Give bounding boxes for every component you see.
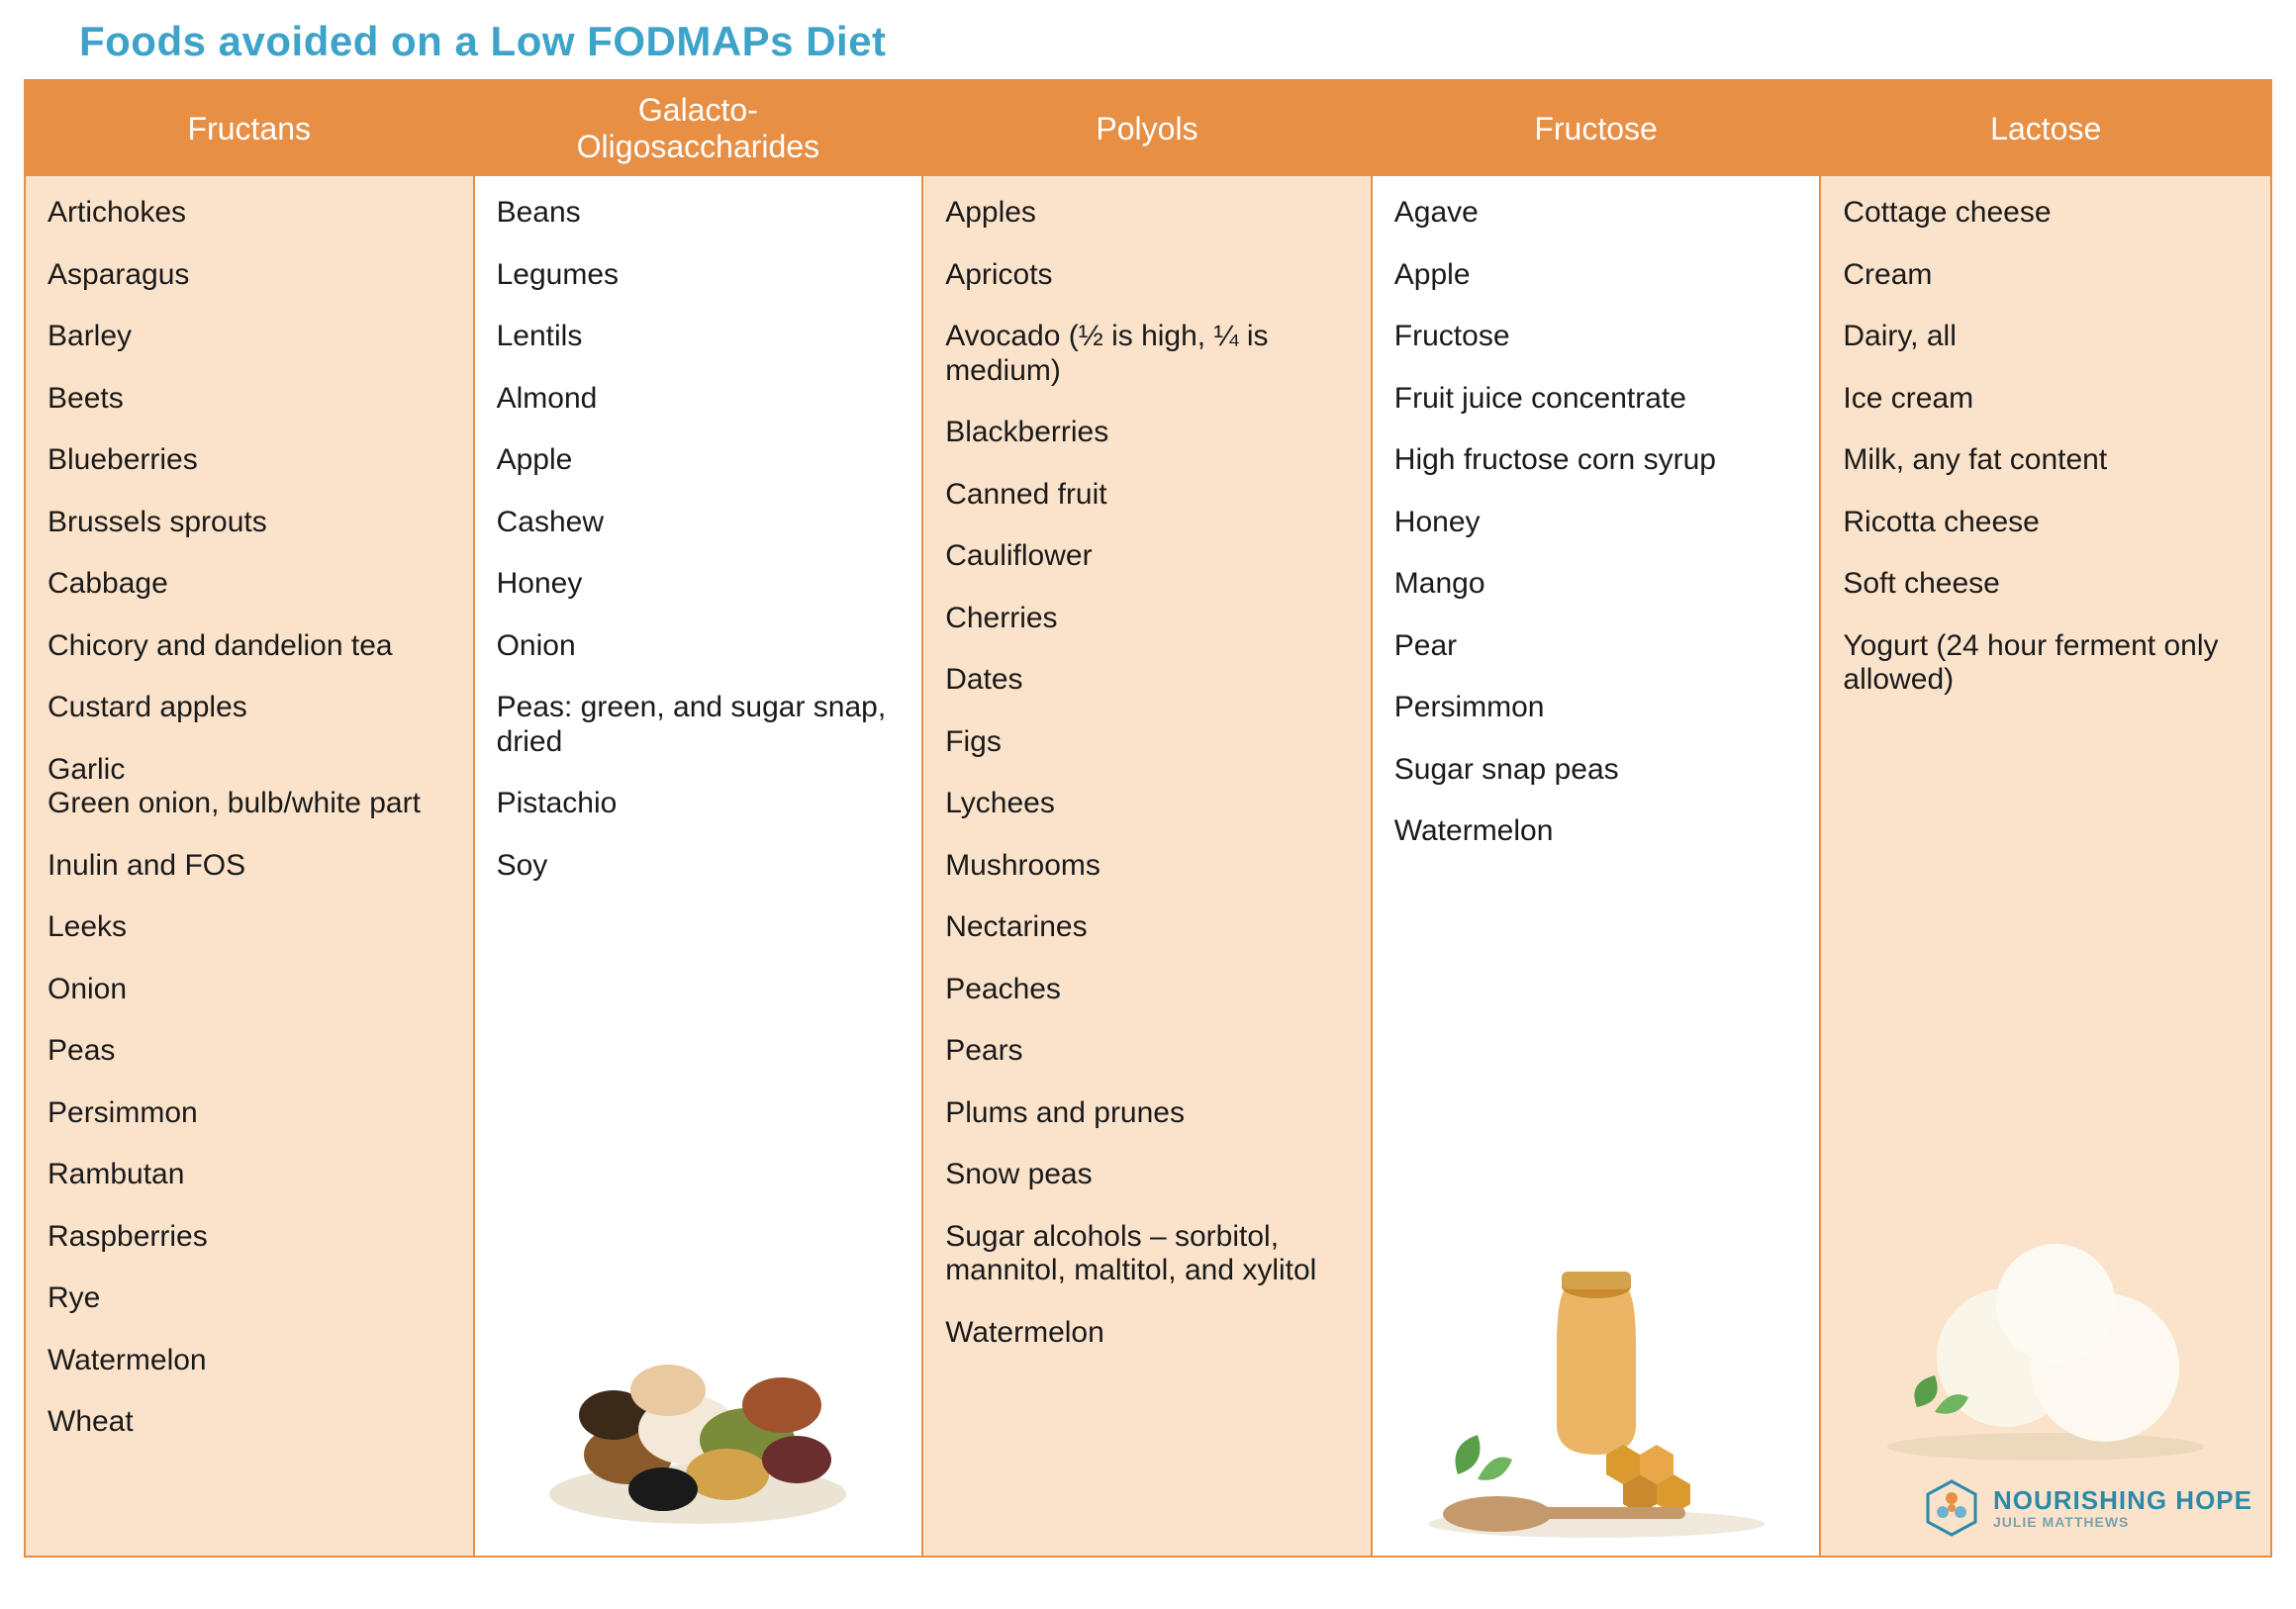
food-item: Snow peas xyxy=(945,1158,1349,1192)
food-item: Cottage cheese xyxy=(1843,196,2248,231)
food-item: Barley xyxy=(48,320,451,354)
food-item: Soft cheese xyxy=(1843,567,2248,602)
column-body: Apples Apricots Avocado (½ is high, ¼ is… xyxy=(923,176,1371,1556)
food-item: Rye xyxy=(48,1281,451,1316)
food-item: Custard apples xyxy=(48,691,451,725)
food-item: Cherries xyxy=(945,602,1349,636)
column-body: Artichokes Asparagus Barley Beets Bluebe… xyxy=(26,176,473,1556)
column-body: Agave Apple Fructose Fruit juice concent… xyxy=(1373,176,1820,1556)
food-item: Peas xyxy=(48,1034,451,1069)
food-item: Peas: green, and sugar snap, dried xyxy=(497,691,901,759)
food-item: Agave xyxy=(1394,196,1798,231)
column-header: Polyols xyxy=(923,81,1371,176)
food-item: Watermelon xyxy=(945,1316,1349,1351)
food-item: Yogurt (24 hour ferment only allowed) xyxy=(1843,629,2248,698)
food-item: Persimmon xyxy=(1394,691,1798,725)
column-fructans: Fructans Artichokes Asparagus Barley Bee… xyxy=(26,81,475,1556)
food-item: Mango xyxy=(1394,567,1798,602)
column-polyols: Polyols Apples Apricots Avocado (½ is hi… xyxy=(923,81,1373,1556)
food-item: Inulin and FOS xyxy=(48,849,451,884)
food-item: Garlic Green onion, bulb/white part xyxy=(48,753,451,821)
food-item: Pear xyxy=(1394,629,1798,664)
foods-table: Fructans Artichokes Asparagus Barley Bee… xyxy=(24,79,2272,1558)
food-item: Artichokes xyxy=(48,196,451,231)
food-item: Pistachio xyxy=(497,787,901,821)
food-item: Fructose xyxy=(1394,320,1798,354)
food-item: Plums and prunes xyxy=(945,1096,1349,1131)
food-item: Figs xyxy=(945,725,1349,760)
food-item: Lentils xyxy=(497,320,901,354)
food-item: Leeks xyxy=(48,910,451,945)
food-item: Honey xyxy=(497,567,901,602)
food-item: Nectarines xyxy=(945,910,1349,945)
food-item: Cream xyxy=(1843,258,2248,293)
column-header: Fructans xyxy=(26,81,473,176)
column-body: Beans Legumes Lentils Almond Apple Cashe… xyxy=(475,176,922,1556)
food-item: High fructose corn syrup xyxy=(1394,443,1798,478)
food-item: Brussels sprouts xyxy=(48,506,451,540)
column-header: Fructose xyxy=(1373,81,1820,176)
page-title: Foods avoided on a Low FODMAPs Diet xyxy=(24,18,2272,65)
column-header: Lactose xyxy=(1821,81,2270,176)
food-item: Chicory and dandelion tea xyxy=(48,629,451,664)
food-item: Cabbage xyxy=(48,567,451,602)
food-item: Asparagus xyxy=(48,258,451,293)
food-item: Canned fruit xyxy=(945,478,1349,513)
food-item: Onion xyxy=(48,973,451,1007)
fodmaps-infographic: Foods avoided on a Low FODMAPs Diet Fruc… xyxy=(0,0,2296,1581)
food-item: Soy xyxy=(497,849,901,884)
food-item: Avocado (½ is high, ¼ is medium) xyxy=(945,320,1349,388)
food-item: Onion xyxy=(497,629,901,664)
food-item: Beets xyxy=(48,382,451,417)
food-item: Beans xyxy=(497,196,901,231)
food-item: Blueberries xyxy=(48,443,451,478)
food-item: Raspberries xyxy=(48,1220,451,1255)
food-item: Sugar alcohols – sorbitol, mannitol, mal… xyxy=(945,1220,1349,1288)
food-item: Rambutan xyxy=(48,1158,451,1192)
food-item: Ice cream xyxy=(1843,382,2248,417)
food-item: Honey xyxy=(1394,506,1798,540)
food-item: Wheat xyxy=(48,1405,451,1440)
food-item: Apple xyxy=(497,443,901,478)
food-item: Milk, any fat content xyxy=(1843,443,2248,478)
food-item: Pears xyxy=(945,1034,1349,1069)
food-item: Watermelon xyxy=(48,1344,451,1378)
food-item: Cauliflower xyxy=(945,539,1349,574)
food-item: Apricots xyxy=(945,258,1349,293)
food-item: Dairy, all xyxy=(1843,320,2248,354)
food-item: Sugar snap peas xyxy=(1394,753,1798,788)
food-item: Blackberries xyxy=(945,416,1349,450)
food-item: Persimmon xyxy=(48,1096,451,1131)
food-item: Fruit juice concentrate xyxy=(1394,382,1798,417)
column-galacto: Galacto- Oligosaccharides Beans Legumes … xyxy=(475,81,924,1556)
column-fructose: Fructose Agave Apple Fructose Fruit juic… xyxy=(1373,81,1822,1556)
column-lactose: Lactose Cottage cheese Cream Dairy, all … xyxy=(1821,81,2270,1556)
food-item: Mushrooms xyxy=(945,849,1349,884)
food-item: Apples xyxy=(945,196,1349,231)
food-item: Apple xyxy=(1394,258,1798,293)
food-item: Almond xyxy=(497,382,901,417)
food-item: Watermelon xyxy=(1394,814,1798,849)
food-item: Lychees xyxy=(945,787,1349,821)
food-item: Legumes xyxy=(497,258,901,293)
food-item: Cashew xyxy=(497,506,901,540)
food-item: Dates xyxy=(945,663,1349,698)
column-header: Galacto- Oligosaccharides xyxy=(475,81,922,176)
column-body: Cottage cheese Cream Dairy, all Ice crea… xyxy=(1821,176,2270,1556)
food-item: Peaches xyxy=(945,973,1349,1007)
food-item: Ricotta cheese xyxy=(1843,506,2248,540)
